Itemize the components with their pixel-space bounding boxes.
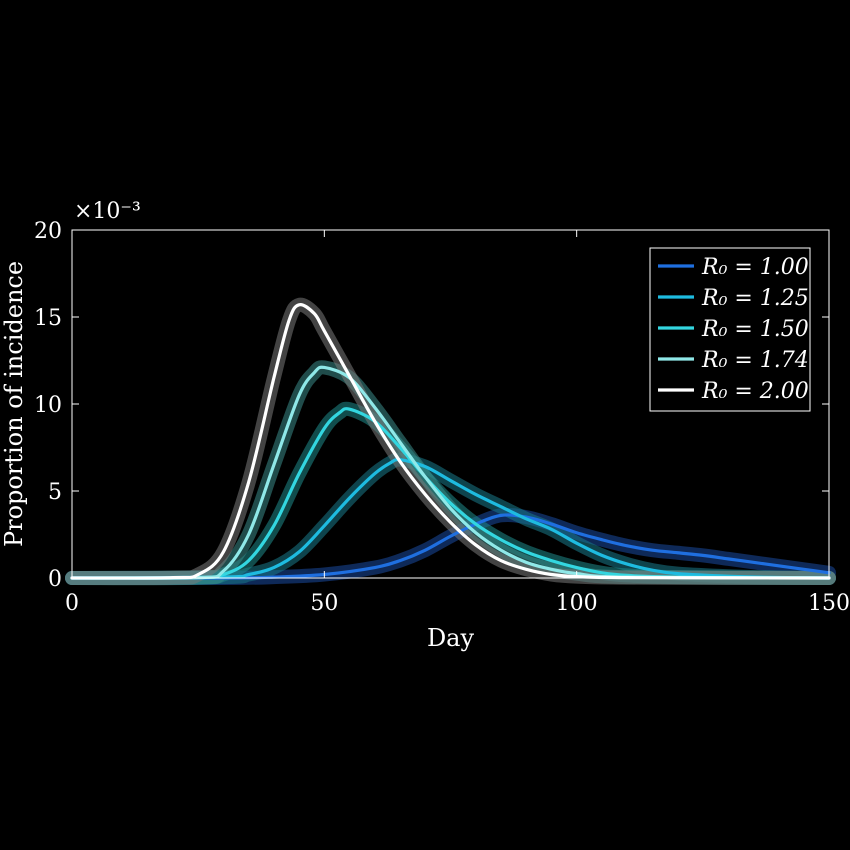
y-tick-label-4: 20	[34, 219, 62, 244]
series-line-3	[70, 365, 831, 580]
legend-label-3: R₀ = 1.74	[701, 348, 809, 373]
x-tick-label-0: 0	[65, 591, 79, 616]
series-line-0	[70, 513, 831, 580]
series-line-4	[70, 303, 831, 580]
legend-label-0: R₀ = 1.00	[701, 255, 809, 280]
x-tick-label-2: 100	[556, 591, 598, 616]
y-exponent-label: ×10⁻³	[74, 199, 141, 224]
series-lines	[70, 303, 831, 580]
y-tick-label-2: 10	[34, 393, 62, 418]
y-tick-label-1: 5	[48, 480, 62, 505]
x-tick-label-3: 150	[808, 591, 850, 616]
legend-label-2: R₀ = 1.50	[701, 317, 809, 342]
axis-ticks: 0 50 100 150 0 5 10 15 20	[34, 219, 850, 616]
legend-label-4: R₀ = 2.00	[701, 379, 809, 404]
x-tick-label-1: 50	[310, 591, 338, 616]
x-axis-label: Day	[427, 624, 475, 652]
legend: R₀ = 1.00 R₀ = 1.25 R₀ = 1.50 R₀ = 1.74 R₀ =…	[649, 247, 811, 412]
y-axis-label: Proportion of incidence	[0, 261, 28, 547]
y-tick-label-3: 15	[34, 306, 62, 331]
series-line-1	[70, 457, 831, 580]
y-tick-label-0: 0	[48, 567, 62, 592]
legend-label-1: R₀ = 1.25	[701, 286, 809, 311]
